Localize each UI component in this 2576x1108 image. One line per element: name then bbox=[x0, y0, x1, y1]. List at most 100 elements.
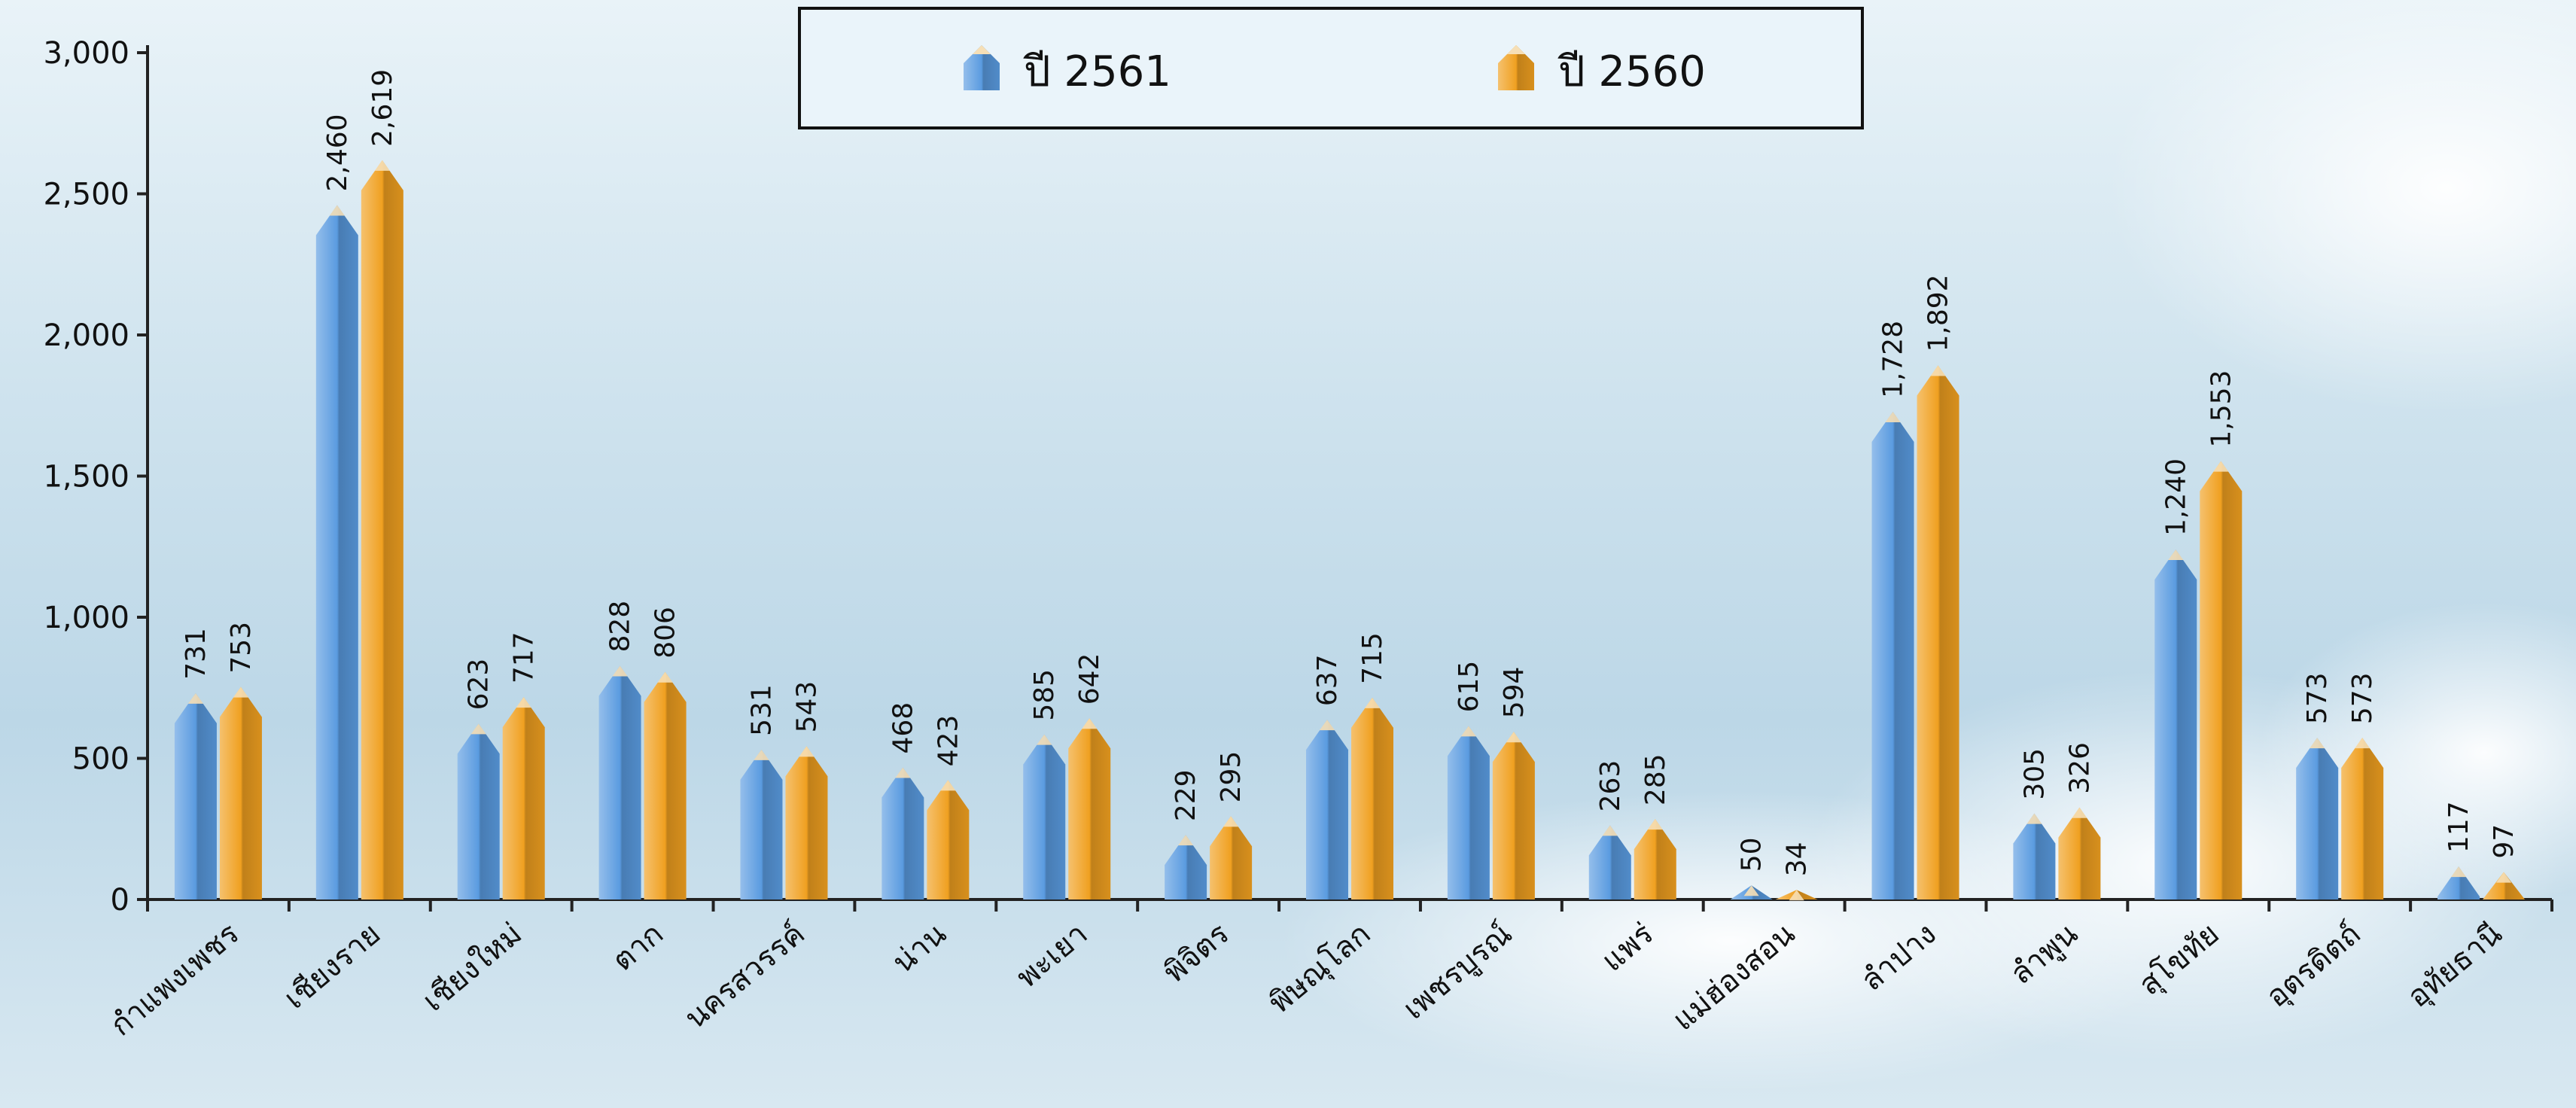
bar-tip bbox=[2072, 807, 2087, 818]
value-label: 828 bbox=[605, 601, 636, 653]
value-label: 585 bbox=[1029, 669, 1060, 721]
bar-tip bbox=[233, 686, 249, 698]
value-label: 806 bbox=[650, 607, 681, 659]
value-label: 637 bbox=[1312, 654, 1343, 706]
bar bbox=[1165, 835, 1207, 899]
value-label: 468 bbox=[888, 702, 918, 754]
bar-tip bbox=[516, 697, 531, 708]
value-label: 2,460 bbox=[322, 114, 353, 191]
value-label: 263 bbox=[1595, 760, 1626, 812]
bar bbox=[1917, 365, 1959, 899]
bar bbox=[1068, 718, 1111, 899]
value-label: 285 bbox=[1640, 753, 1671, 805]
bar bbox=[457, 723, 500, 899]
value-label: 623 bbox=[464, 659, 495, 711]
bar bbox=[502, 697, 545, 899]
bar bbox=[315, 205, 358, 899]
bar-tip bbox=[799, 746, 815, 757]
value-label: 295 bbox=[1216, 751, 1247, 803]
bar bbox=[1871, 412, 1914, 899]
bar-tip bbox=[895, 767, 911, 778]
bar bbox=[644, 671, 687, 899]
bar bbox=[2013, 813, 2056, 899]
legend-label: ปี 2560 bbox=[1557, 47, 1706, 96]
x-tick-label: นครสวรรค์ bbox=[678, 916, 811, 1036]
y-tick-label: 3,000 bbox=[43, 36, 129, 71]
bar bbox=[1351, 697, 1393, 899]
x-tick-label: ตาก bbox=[606, 916, 670, 978]
value-label: 573 bbox=[2347, 672, 2378, 724]
bar bbox=[598, 665, 641, 899]
bar bbox=[1023, 734, 1066, 899]
bar-tip bbox=[2026, 813, 2042, 824]
y-tick-label: 500 bbox=[72, 742, 129, 777]
bar bbox=[1492, 732, 1535, 899]
value-label: 531 bbox=[746, 684, 777, 736]
bar-tip bbox=[1460, 726, 1476, 737]
bar-tip bbox=[1647, 819, 1663, 830]
value-label: 1,240 bbox=[2160, 458, 2191, 536]
value-label: 573 bbox=[2302, 672, 2333, 724]
y-tick-label: 1,500 bbox=[43, 460, 129, 495]
bar-tip bbox=[1930, 365, 1946, 376]
bar bbox=[174, 692, 217, 899]
value-label: 615 bbox=[1454, 661, 1484, 713]
bar bbox=[2200, 461, 2243, 899]
y-tick-label: 2,000 bbox=[43, 318, 129, 353]
x-tick-label: กำแพงเพชร bbox=[104, 916, 245, 1043]
bar-tip bbox=[657, 671, 673, 683]
value-label: 594 bbox=[1499, 667, 1530, 719]
bar-tip bbox=[2310, 738, 2325, 749]
y-tick-label: 2,500 bbox=[43, 178, 129, 212]
bar bbox=[2483, 872, 2526, 899]
value-label: 731 bbox=[181, 628, 212, 680]
bar bbox=[785, 746, 828, 899]
bar bbox=[740, 749, 783, 899]
value-label: 97 bbox=[2489, 824, 2520, 859]
y-tick-label: 1,000 bbox=[43, 601, 129, 635]
value-label: 229 bbox=[1171, 769, 1201, 821]
bar-tip bbox=[374, 160, 390, 171]
value-label: 1,728 bbox=[1878, 321, 1909, 398]
bar bbox=[2341, 738, 2384, 899]
bar-tip bbox=[329, 205, 345, 216]
value-label: 642 bbox=[1074, 653, 1105, 705]
bar-tip bbox=[1364, 697, 1381, 708]
bar-tip bbox=[2355, 738, 2370, 749]
bar-tip bbox=[1743, 885, 1759, 896]
legend-icon-tip bbox=[973, 45, 991, 54]
bar-tip bbox=[1506, 732, 1521, 743]
bar-tip bbox=[1178, 835, 1194, 846]
legend-icon bbox=[964, 45, 1000, 90]
legend-icon bbox=[1498, 45, 1534, 90]
bar-tip bbox=[1789, 890, 1804, 901]
value-label: 1,553 bbox=[2206, 370, 2236, 448]
value-label: 717 bbox=[509, 632, 540, 683]
bar-tip bbox=[1223, 816, 1239, 827]
bar bbox=[219, 686, 262, 899]
bar bbox=[1588, 825, 1631, 899]
value-label: 715 bbox=[1357, 632, 1388, 684]
bar-tip bbox=[1319, 720, 1335, 731]
bar bbox=[361, 160, 403, 899]
bar bbox=[1634, 819, 1676, 899]
value-label: 753 bbox=[226, 622, 257, 674]
value-label: 326 bbox=[2064, 742, 2095, 794]
bar bbox=[2437, 866, 2480, 899]
bar bbox=[2296, 738, 2339, 899]
x-tick-label: พะเยา bbox=[1010, 916, 1095, 994]
x-tick-label: น่าน bbox=[886, 916, 953, 980]
bar-tip bbox=[612, 665, 628, 677]
value-label: 1,892 bbox=[1923, 274, 1954, 352]
value-label: 2,619 bbox=[367, 69, 398, 147]
bar-tip bbox=[2168, 549, 2184, 560]
bar-tip bbox=[2495, 872, 2512, 883]
bar-tip bbox=[1037, 734, 1052, 745]
bar bbox=[1447, 726, 1490, 899]
bar-tip bbox=[940, 780, 956, 791]
x-tick-label: เชียงใหม่ bbox=[416, 916, 528, 1018]
bar bbox=[2058, 807, 2101, 899]
value-label: 117 bbox=[2444, 801, 2474, 853]
x-tick-label: พิจิตร bbox=[1157, 916, 1235, 990]
